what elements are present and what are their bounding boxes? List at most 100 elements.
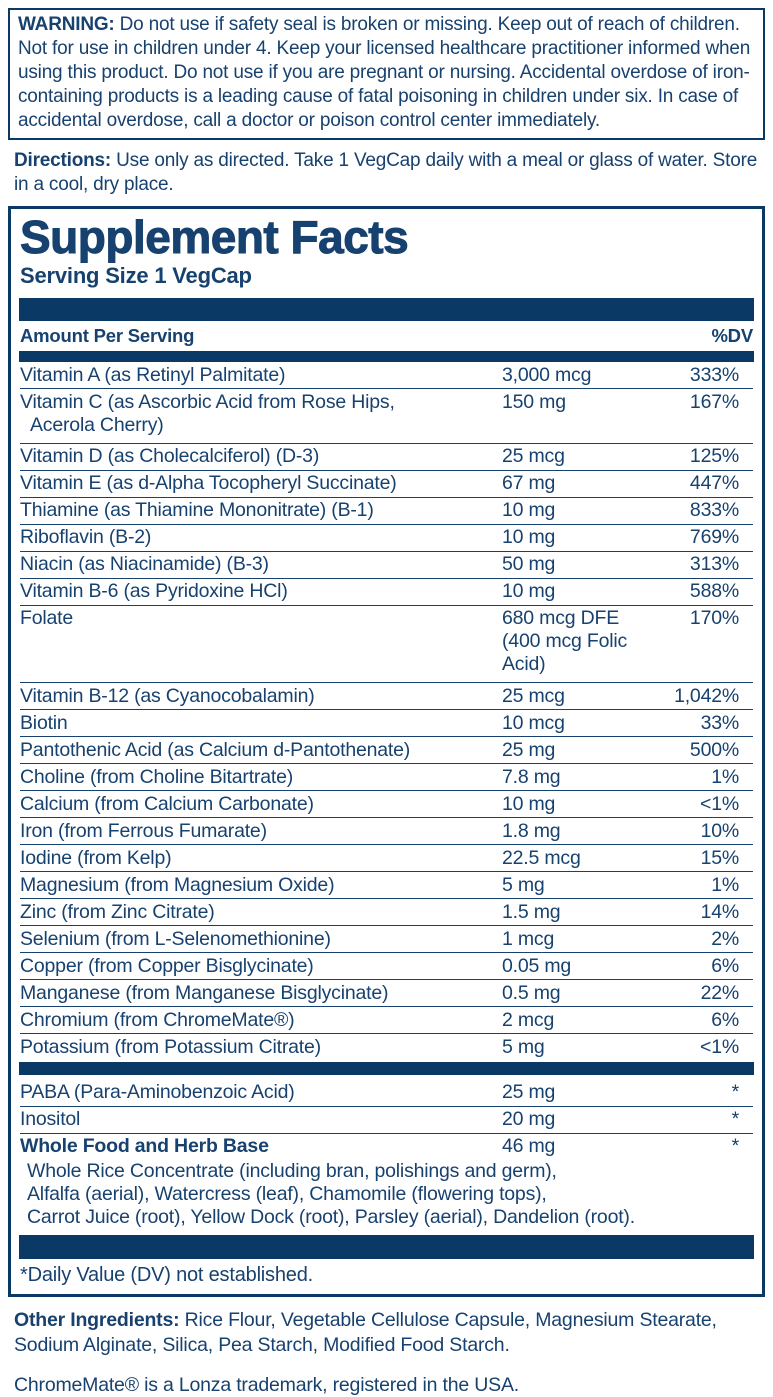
table-header: Amount Per Serving %DV (20, 321, 753, 351)
nutrient-amount: 22.5 mcg (502, 846, 581, 869)
nutrient-dv: 170% (689, 607, 739, 629)
nutrient-amount: 10 mg (502, 499, 556, 521)
nutrient-amount: 1.5 mg (502, 900, 561, 923)
nutrient-dv: 125% (689, 445, 739, 467)
facts-rows-main: Vitamin A (as Retinyl Palmitate) 3,000 mc… (20, 362, 753, 1060)
nutrient-name: PABA (Para-Aminobenzoic Acid) (20, 1081, 295, 1103)
nutrient-name: Choline (from Choline Bitartrate) (20, 765, 294, 788)
table-row: Niacin (as Niacinamide) (B-3) 50 mg 313% (20, 550, 753, 578)
nutrient-amount: 25 mg (502, 1081, 556, 1103)
dv-column-label: %DV (711, 325, 753, 346)
nutrient-dv: 14% (700, 900, 740, 923)
table-row: Inositol 20 mg * (20, 1105, 753, 1133)
nutrient-dv: * (731, 1135, 740, 1157)
nutrient-amount: 25 mcg (502, 684, 565, 707)
label-page: WARNING: Do not use if safety seal is br… (8, 8, 765, 1396)
nutrient-name: Biotin (20, 711, 68, 734)
nutrient-name: Iodine (from Kelp) (20, 846, 172, 869)
nutrient-dv: * (731, 1081, 740, 1103)
serving-size: Serving Size 1 VegCap (20, 263, 252, 288)
table-row: Vitamin B-12 (as Cyanocobalamin) 25 mcg 1,… (20, 682, 753, 709)
table-row: Chromium (from ChromeMate®) 2 mcg 6% (20, 1006, 753, 1033)
nutrient-amount: 20 mg (502, 1108, 556, 1130)
nutrient-amount: 1 mcg (502, 927, 555, 950)
directions-text: Use only as directed. Take 1 VegCap dail… (14, 150, 758, 195)
nutrient-dv: 10% (700, 819, 740, 842)
divider-bar-header (19, 351, 754, 362)
nutrient-name: Selenium (from L-Selenomethionine) (20, 927, 331, 950)
table-row: Vitamin B-6 (as Pyridoxine HCl) 10 mg 588% (20, 577, 753, 605)
nutrient-name: Potassium (from Potassium Citrate) (20, 1035, 321, 1058)
warning-text: Do not use if safety seal is broken or m… (18, 14, 751, 131)
facts-rows-star: PABA (Para-Aminobenzoic Acid) 25 mg * Inosi… (20, 1077, 753, 1229)
table-row: Manganese (from Manganese Bisglycinate) 0… (20, 979, 753, 1006)
nutrient-dv: 1% (711, 765, 739, 788)
panel-title: Supplement Facts (20, 211, 410, 263)
nutrient-name: Iron (from Ferrous Fumarate) (20, 819, 267, 842)
table-row: Zinc (from Zinc Citrate) 1.5 mg 14% (20, 898, 753, 925)
nutrient-amount: 5 mg (502, 873, 545, 896)
nutrient-name: Calcium (from Calcium Carbonate) (20, 792, 314, 815)
table-row: Calcium (from Calcium Carbonate) 10 mg <1% (20, 790, 753, 817)
nutrient-amount: 50 mg (502, 553, 556, 575)
nutrient-amount: 0.5 mg (502, 981, 561, 1004)
directions-label: Directions: (14, 150, 112, 171)
nutrient-amount: 46 mg (502, 1135, 556, 1157)
table-row: Biotin 10 mcg 33% (20, 709, 753, 736)
supplement-facts-panel: Supplement Facts Serving Size 1 VegCap A… (8, 206, 765, 1297)
table-row: Whole Food and Herb Base 46 mg * (20, 1132, 753, 1160)
table-row: Copper (from Copper Bisglycinate) 0.05 mg… (20, 952, 753, 979)
nutrient-dv: 22% (700, 981, 740, 1004)
nutrient-amount: 7.8 mg (502, 765, 561, 788)
nutrient-dv: 588% (689, 580, 739, 602)
nutrient-amount: 2 mcg (502, 1008, 555, 1031)
nutrient-amount: 10 mg (502, 792, 556, 815)
nutrient-amount: 680 mcg DFE (400 mcg Folic Acid) (502, 607, 628, 675)
nutrient-amount: 10 mg (502, 526, 556, 548)
table-row: Vitamin C (as Ascorbic Acid from Rose Hi… (20, 388, 753, 443)
nutrient-name: Folate (20, 607, 73, 629)
other-ingredients: Other Ingredients: Rice Flour, Vegetable… (14, 1308, 761, 1358)
nutrient-dv: 1% (711, 873, 739, 896)
table-row: Vitamin E (as d-Alpha Tocopheryl Succina… (20, 469, 753, 497)
nutrient-amount: 10 mg (502, 580, 556, 602)
nutrient-name: Vitamin B-12 (as Cyanocobalamin) (20, 684, 315, 707)
table-row: Potassium (from Potassium Citrate) 5 mg <1… (20, 1033, 753, 1060)
nutrient-dv: 6% (711, 1008, 739, 1031)
divider-bar-middle (19, 1062, 754, 1075)
nutrient-dv: 167% (689, 390, 739, 413)
divider-bar-bottom (19, 1234, 754, 1259)
nutrient-dv: 769% (689, 526, 739, 548)
nutrient-name: Whole Food and Herb Base (20, 1135, 269, 1157)
nutrient-name: Vitamin E (as d-Alpha Tocopheryl Succina… (20, 472, 397, 494)
nutrient-amount: 0.05 mg (502, 954, 572, 977)
nutrient-name: Inositol (20, 1108, 81, 1130)
table-row: Riboflavin (B-2) 10 mg 769% (20, 523, 753, 551)
other-ingredients-text: Rice Flour, Vegetable Cellulose Capsule,… (14, 1308, 717, 1356)
herb-base-ingredient-line: Whole Rice Concentrate (including bran, … (27, 1159, 557, 1182)
nutrient-name: Thiamine (as Thiamine Mononitrate) (B-1) (20, 499, 374, 521)
nutrient-amount: 150 mg (502, 390, 566, 413)
directions: Directions: Use only as directed. Take 1… (14, 149, 761, 197)
table-row: Magnesium (from Magnesium Oxide) 5 mg 1% (20, 871, 753, 898)
nutrient-name: Chromium (from ChromeMate®) (20, 1008, 295, 1031)
nutrient-dv: 1,042% (674, 684, 739, 707)
table-row: Pantothenic Acid (as Calcium d-Pantothen… (20, 736, 753, 763)
nutrient-name: Vitamin B-6 (as Pyridoxine HCl) (20, 580, 288, 602)
nutrient-dv: 833% (689, 499, 739, 521)
table-row: Vitamin A (as Retinyl Palmitate) 3,000 mc… (20, 362, 753, 388)
nutrient-amount: 25 mg (502, 738, 556, 761)
nutrient-dv: <1% (700, 1035, 739, 1058)
nutrient-dv: 15% (700, 846, 740, 869)
nutrient-dv: 447% (689, 472, 739, 494)
nutrient-name: Magnesium (from Magnesium Oxide) (20, 873, 335, 896)
nutrient-name: Vitamin A (as Retinyl Palmitate) (20, 363, 286, 386)
nutrient-amount: 10 mcg (502, 711, 565, 734)
table-row: Iron (from Ferrous Fumarate) 1.8 mg 10% (20, 817, 753, 844)
warning-box: WARNING: Do not use if safety seal is br… (8, 8, 765, 140)
nutrient-dv: * (731, 1108, 740, 1130)
herb-base-ingredient-line: Carrot Juice (root), Yellow Dock (root),… (27, 1205, 635, 1228)
table-row: Selenium (from L-Selenomethionine) 1 mcg 2… (20, 925, 753, 952)
nutrient-name: Vitamin D (as Cholecalciferol) (D-3) (20, 445, 320, 467)
table-row: Choline (from Choline Bitartrate) 7.8 mg 1… (20, 763, 753, 790)
